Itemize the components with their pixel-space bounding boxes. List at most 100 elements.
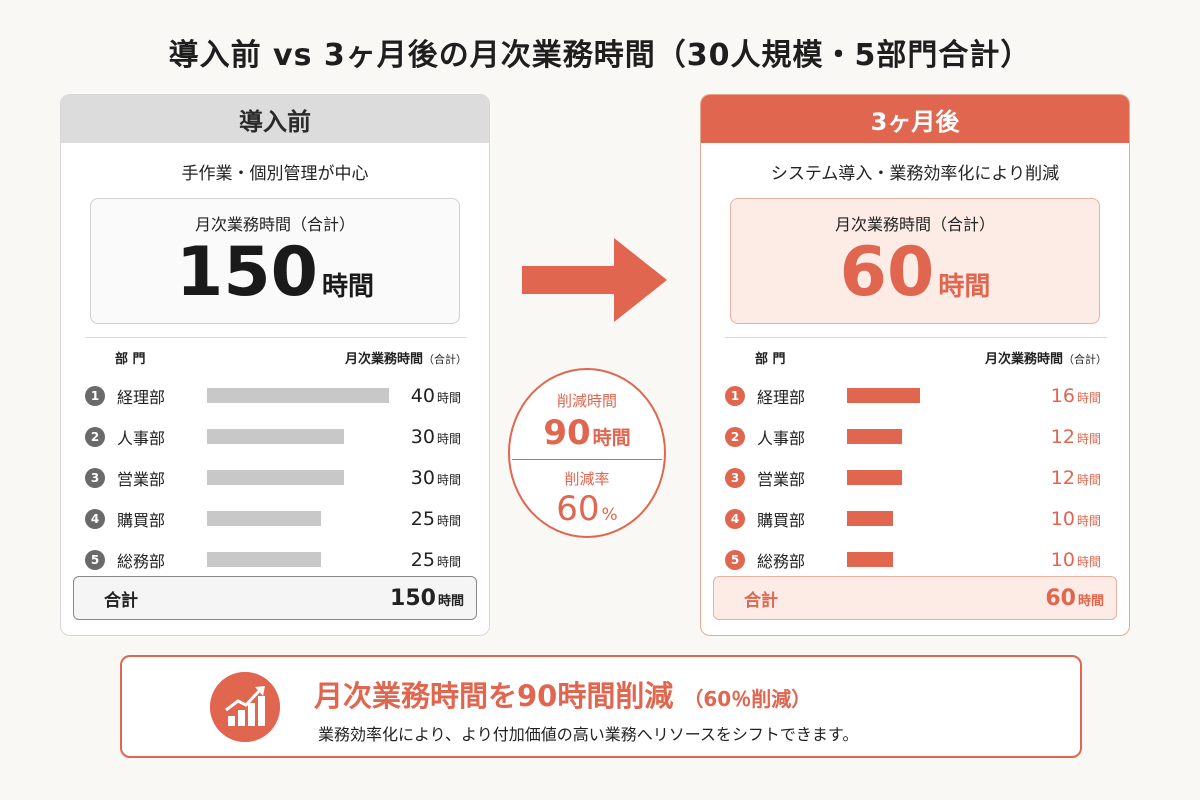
bar-value-number: 12 xyxy=(1050,466,1075,489)
bar-value-number: 30 xyxy=(410,466,435,489)
summary-banner: 月次業務時間を90時間削減 （60％削減） 業務効率化により、より付加価値の高い… xyxy=(120,655,1082,758)
bar-value-number: 10 xyxy=(1050,548,1075,571)
dept-row: 3 営業部 12 時間 xyxy=(725,457,1107,498)
bar-value-number: 40 xyxy=(410,384,435,407)
reduction-rate-label: 削減率 xyxy=(564,470,610,488)
row-number-badge: 4 xyxy=(725,508,745,529)
before-total-label: 月次業務時間（合計） xyxy=(194,215,355,234)
before-sum-value: 150 時間 xyxy=(390,586,464,611)
dept-name: 営業部 xyxy=(757,469,806,489)
dept-row: 4 購買部 25 時間 xyxy=(85,498,467,539)
bar xyxy=(847,552,893,567)
bar-track xyxy=(207,470,389,485)
bar-value-label: 25 時間 xyxy=(411,508,461,530)
before-panel-subtitle: 手作業・個別管理が中心 xyxy=(181,164,369,184)
bar xyxy=(207,511,321,526)
dept-row: 5 総務部 10 時間 xyxy=(725,539,1107,580)
bar-value-label: 30 時間 xyxy=(411,426,461,448)
bar-value-unit: 時間 xyxy=(436,472,461,487)
bar xyxy=(847,388,920,403)
dept-name: 購買部 xyxy=(757,510,806,530)
dept-row: 3 営業部 30 時間 xyxy=(85,457,467,498)
reduction-time-value: 90 時間 xyxy=(510,413,664,453)
bar-value-label: 25 時間 xyxy=(411,549,461,571)
bar xyxy=(847,511,893,526)
dept-name: 経理部 xyxy=(757,387,806,407)
bar-track xyxy=(207,511,389,526)
reduction-time-label: 削減時間 xyxy=(556,392,617,410)
row-number-badge: 5 xyxy=(85,549,105,570)
dept-name: 営業部 xyxy=(117,469,166,489)
after-sum-number: 60 xyxy=(1045,585,1076,611)
dept-row: 1 経理部 16 時間 xyxy=(725,375,1107,416)
bar-track xyxy=(207,429,389,444)
bar-value-number: 10 xyxy=(1050,507,1075,530)
banner-main-note: （60％削減） xyxy=(683,687,812,711)
dept-name: 人事部 xyxy=(757,428,806,448)
before-col-time: 月次業務時間（合計） xyxy=(345,348,467,367)
after-total-number: 60 xyxy=(839,233,935,312)
dept-name: 総務部 xyxy=(757,551,806,571)
reduction-time-number: 90 xyxy=(543,413,591,453)
before-total-value: 150 時間 xyxy=(91,239,459,307)
bar-value-number: 25 xyxy=(410,507,435,530)
bar-track xyxy=(207,552,389,567)
dept-name: 経理部 xyxy=(117,387,166,407)
row-number-badge: 4 xyxy=(85,508,105,529)
after-table-header: 部 門 月次業務時間（合計） xyxy=(725,337,1107,367)
bar xyxy=(847,429,902,444)
bar-track xyxy=(847,429,1029,444)
after-sum-unit: 時間 xyxy=(1077,593,1104,609)
bar-track xyxy=(847,552,1029,567)
bar-value-label: 30 時間 xyxy=(411,467,461,489)
row-number-badge: 5 xyxy=(725,549,745,570)
bar-track xyxy=(207,388,389,403)
bar-value-unit: 時間 xyxy=(1076,513,1101,528)
after-sum-label: 合計 xyxy=(744,590,778,611)
dept-name: 購買部 xyxy=(117,510,166,530)
before-col-dept: 部 門 xyxy=(115,352,146,367)
dept-name: 総務部 xyxy=(117,551,166,571)
bar-value-unit: 時間 xyxy=(436,554,461,569)
bar-value-label: 10 時間 xyxy=(1051,508,1101,530)
reduction-time-unit: 時間 xyxy=(592,427,631,449)
after-total-box: 月次業務時間（合計） 60 時間 xyxy=(730,198,1100,324)
right-arrow-icon xyxy=(522,238,667,322)
bar-value-unit: 時間 xyxy=(1076,472,1101,487)
banner-main-text: 月次業務時間を90時間削減 xyxy=(314,679,674,713)
before-sum-row: 合計 150 時間 xyxy=(73,576,477,620)
before-sum-number: 150 xyxy=(390,585,436,611)
after-sum-row: 合計 60 時間 xyxy=(713,576,1117,620)
before-sum-label: 合計 xyxy=(104,590,138,611)
bar-value-unit: 時間 xyxy=(436,390,461,405)
bar-value-label: 16 時間 xyxy=(1051,385,1101,407)
after-col-time-label: 月次業務時間 xyxy=(984,352,1063,367)
bar xyxy=(207,388,389,403)
row-number-badge: 2 xyxy=(85,426,105,447)
bar-track xyxy=(847,511,1029,526)
reduction-summary: 削減時間 90 時間 削減率 60 % xyxy=(508,368,666,538)
dept-name: 人事部 xyxy=(117,428,166,448)
bar-value-unit: 時間 xyxy=(1076,431,1101,446)
before-col-time-note: （合計） xyxy=(423,353,467,366)
bar-value-unit: 時間 xyxy=(1076,390,1101,405)
before-chart: 1 経理部 40 時間 2 人事部 30 時間 3 営業部 30 時間 4 購買部 25 時間 5 総務部 25 時間 xyxy=(85,375,467,580)
before-sum-unit: 時間 xyxy=(437,593,464,609)
reduction-divider xyxy=(512,459,662,460)
after-total-unit: 時間 xyxy=(938,272,991,302)
bar xyxy=(847,470,902,485)
after-col-time-note: （合計） xyxy=(1063,353,1107,366)
dept-row: 5 総務部 25 時間 xyxy=(85,539,467,580)
banner-subtext: 業務効率化により、より付加価値の高い業務へリソースをシフトできます。 xyxy=(318,725,859,744)
bar xyxy=(207,552,321,567)
after-panel: 3ヶ月後 システム導入・業務効率化により削減 月次業務時間（合計） 60 時間 … xyxy=(700,94,1130,636)
before-table-header: 部 門 月次業務時間（合計） xyxy=(85,337,467,367)
bar-value-label: 12 時間 xyxy=(1051,426,1101,448)
bar-value-label: 12 時間 xyxy=(1051,467,1101,489)
before-col-time-label: 月次業務時間 xyxy=(344,352,423,367)
bar-value-unit: 時間 xyxy=(436,431,461,446)
dept-row: 4 購買部 10 時間 xyxy=(725,498,1107,539)
after-panel-heading: 3ヶ月後 xyxy=(701,95,1129,143)
row-number-badge: 1 xyxy=(85,385,105,406)
row-number-badge: 1 xyxy=(725,385,745,406)
